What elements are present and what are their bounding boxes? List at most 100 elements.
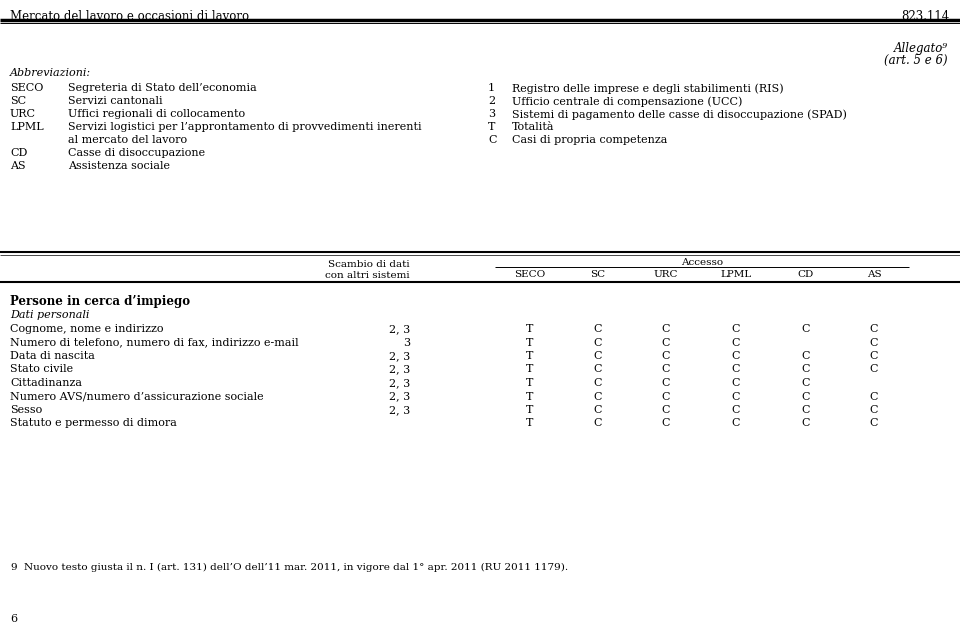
Text: Numero di telefono, numero di fax, indirizzo e-mail: Numero di telefono, numero di fax, indir… — [10, 337, 299, 347]
Text: Servizi cantonali: Servizi cantonali — [68, 96, 162, 106]
Text: C: C — [593, 419, 602, 429]
Text: C: C — [870, 324, 878, 334]
Text: C: C — [870, 419, 878, 429]
Text: Sistemi di pagamento delle casse di disoccupazione (SPAD): Sistemi di pagamento delle casse di diso… — [512, 109, 847, 120]
Text: C: C — [732, 324, 740, 334]
Text: 2, 3: 2, 3 — [389, 324, 410, 334]
Text: 1: 1 — [488, 83, 495, 93]
Text: C: C — [870, 351, 878, 361]
Text: T: T — [526, 364, 534, 374]
Text: Cognome, nome e indirizzo: Cognome, nome e indirizzo — [10, 324, 163, 334]
Text: C: C — [802, 364, 810, 374]
Text: SC: SC — [10, 96, 26, 106]
Text: (art. 5 e 6): (art. 5 e 6) — [884, 54, 948, 67]
Text: 2, 3: 2, 3 — [389, 405, 410, 415]
Text: C: C — [661, 419, 670, 429]
Text: C: C — [661, 324, 670, 334]
Text: Dati personali: Dati personali — [10, 310, 89, 320]
Text: 2, 3: 2, 3 — [389, 364, 410, 374]
Text: T: T — [488, 122, 495, 132]
Text: T: T — [526, 405, 534, 415]
Text: C: C — [593, 378, 602, 388]
Text: Uffici regionali di collocamento: Uffici regionali di collocamento — [68, 109, 245, 119]
Text: C: C — [732, 391, 740, 401]
Text: C: C — [870, 405, 878, 415]
Text: C: C — [661, 337, 670, 347]
Text: T: T — [526, 351, 534, 361]
Text: con altri sistemi: con altri sistemi — [325, 271, 410, 280]
Text: C: C — [661, 364, 670, 374]
Text: Assistenza sociale: Assistenza sociale — [68, 161, 170, 171]
Text: 3: 3 — [403, 337, 410, 347]
Text: Stato civile: Stato civile — [10, 364, 73, 374]
Text: C: C — [593, 324, 602, 334]
Text: 2, 3: 2, 3 — [389, 351, 410, 361]
Text: CD: CD — [798, 270, 814, 279]
Text: Allegato⁹: Allegato⁹ — [894, 42, 948, 55]
Text: C: C — [661, 405, 670, 415]
Text: Accesso: Accesso — [681, 258, 723, 267]
Text: Abbreviazioni:: Abbreviazioni: — [10, 68, 91, 78]
Text: C: C — [732, 337, 740, 347]
Text: Numero AVS/numero d’assicurazione sociale: Numero AVS/numero d’assicurazione social… — [10, 391, 264, 401]
Text: LPML: LPML — [720, 270, 752, 279]
Text: C: C — [732, 405, 740, 415]
Text: C: C — [870, 337, 878, 347]
Text: C: C — [732, 378, 740, 388]
Text: Casi di propria competenza: Casi di propria competenza — [512, 135, 667, 145]
Text: 823.114: 823.114 — [901, 10, 950, 23]
Text: C: C — [802, 405, 810, 415]
Text: 3: 3 — [488, 109, 495, 119]
Text: SC: SC — [590, 270, 606, 279]
Text: C: C — [488, 135, 496, 145]
Text: C: C — [802, 391, 810, 401]
Text: CD: CD — [10, 148, 28, 158]
Text: URC: URC — [10, 109, 36, 119]
Text: Ufficio centrale di compensazione (UCC): Ufficio centrale di compensazione (UCC) — [512, 96, 742, 106]
Text: T: T — [526, 419, 534, 429]
Text: Sesso: Sesso — [10, 405, 42, 415]
Text: C: C — [661, 391, 670, 401]
Text: C: C — [732, 419, 740, 429]
Text: Cittadinanza: Cittadinanza — [10, 378, 82, 388]
Text: C: C — [593, 391, 602, 401]
Text: C: C — [802, 324, 810, 334]
Text: Statuto e permesso di dimora: Statuto e permesso di dimora — [10, 419, 177, 429]
Text: C: C — [732, 364, 740, 374]
Text: Nuovo testo giusta il n. I (art. 131) dell’O dell’11 mar. 2011, in vigore dal 1°: Nuovo testo giusta il n. I (art. 131) de… — [24, 563, 568, 572]
Text: Servizi logistici per l’approntamento di provvedimenti inerenti: Servizi logistici per l’approntamento di… — [68, 122, 421, 132]
Text: C: C — [593, 351, 602, 361]
Text: Registro delle imprese e degli stabilimenti (RIS): Registro delle imprese e degli stabilime… — [512, 83, 783, 93]
Text: Mercato del lavoro e occasioni di lavoro: Mercato del lavoro e occasioni di lavoro — [10, 10, 250, 23]
Text: al mercato del lavoro: al mercato del lavoro — [68, 135, 187, 145]
Text: AS: AS — [867, 270, 881, 279]
Text: 6: 6 — [10, 614, 17, 624]
Text: 2, 3: 2, 3 — [389, 391, 410, 401]
Text: T: T — [526, 324, 534, 334]
Text: C: C — [802, 378, 810, 388]
Text: T: T — [526, 378, 534, 388]
Text: C: C — [593, 364, 602, 374]
Text: SECO: SECO — [10, 83, 43, 93]
Text: C: C — [732, 351, 740, 361]
Text: Persone in cerca d’impiego: Persone in cerca d’impiego — [10, 295, 190, 308]
Text: C: C — [870, 391, 878, 401]
Text: C: C — [661, 351, 670, 361]
Text: Data di nascita: Data di nascita — [10, 351, 95, 361]
Text: SECO: SECO — [515, 270, 545, 279]
Text: 9: 9 — [10, 563, 16, 572]
Text: C: C — [802, 351, 810, 361]
Text: C: C — [593, 405, 602, 415]
Text: URC: URC — [654, 270, 679, 279]
Text: Segreteria di Stato dell’economia: Segreteria di Stato dell’economia — [68, 83, 256, 93]
Text: 2, 3: 2, 3 — [389, 378, 410, 388]
Text: T: T — [526, 337, 534, 347]
Text: C: C — [593, 337, 602, 347]
Text: T: T — [526, 391, 534, 401]
Text: Casse di disoccupazione: Casse di disoccupazione — [68, 148, 205, 158]
Text: C: C — [661, 378, 670, 388]
Text: C: C — [870, 364, 878, 374]
Text: Totalità: Totalità — [512, 122, 555, 132]
Text: LPML: LPML — [10, 122, 43, 132]
Text: Scambio di dati: Scambio di dati — [328, 260, 410, 269]
